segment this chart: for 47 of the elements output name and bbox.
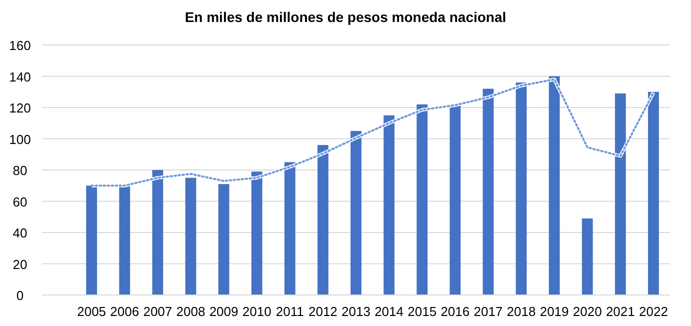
x-tick-label: 2018: [506, 304, 536, 319]
bar: [86, 186, 98, 295]
bar: [185, 178, 196, 295]
bar: [582, 218, 593, 295]
x-tick-label: 2010: [242, 304, 272, 319]
y-tick-label: 40: [12, 226, 28, 240]
bar: [416, 104, 428, 295]
x-tick-label: 2014: [374, 304, 404, 319]
bar: [516, 82, 527, 295]
x-tick-label: 2015: [408, 304, 437, 319]
chart-title: En miles de millones de pesos moneda nacional: [184, 9, 506, 25]
y-tick-label: 100: [9, 132, 31, 147]
bar: [648, 92, 659, 295]
bar: [614, 93, 626, 295]
x-tick-label: 2022: [639, 304, 668, 319]
bar: [548, 76, 560, 295]
bar: [317, 145, 328, 295]
x-tick-label: 2006: [110, 304, 140, 319]
x-tick-label: 2005: [77, 304, 106, 319]
y-tick-label: 160: [9, 38, 31, 53]
y-tick-label: 80: [12, 163, 28, 178]
y-tick-label: 60: [12, 194, 28, 210]
x-tick-label: 2017: [474, 304, 503, 319]
x-tick-label: 2016: [440, 304, 470, 319]
bar: [251, 172, 262, 295]
bar: [218, 184, 230, 295]
y-tick-label: 20: [12, 256, 28, 272]
x-tick-label: 2007: [143, 304, 172, 319]
x-tick-label: 2008: [176, 304, 206, 319]
bar: [450, 106, 461, 295]
x-tick-label: 2011: [276, 304, 304, 319]
bar: [384, 115, 395, 295]
bar: [152, 170, 164, 295]
y-tick-label: 120: [9, 100, 31, 116]
y-tick-label: 140: [9, 69, 31, 84]
line-series: [90, 78, 656, 188]
x-tick-label: 2009: [209, 304, 238, 319]
x-tick-label: 2013: [342, 304, 370, 319]
x-tick-label: 2020: [572, 304, 602, 319]
bar: [119, 186, 130, 295]
bar: [284, 162, 296, 295]
bar: [350, 130, 362, 295]
x-tick-label: 2019: [540, 304, 569, 319]
x-tick-label: 2021: [606, 304, 635, 319]
bar: [482, 88, 494, 295]
x-tick-label: 2012: [308, 304, 338, 319]
y-tick-label: 0: [16, 288, 24, 303]
